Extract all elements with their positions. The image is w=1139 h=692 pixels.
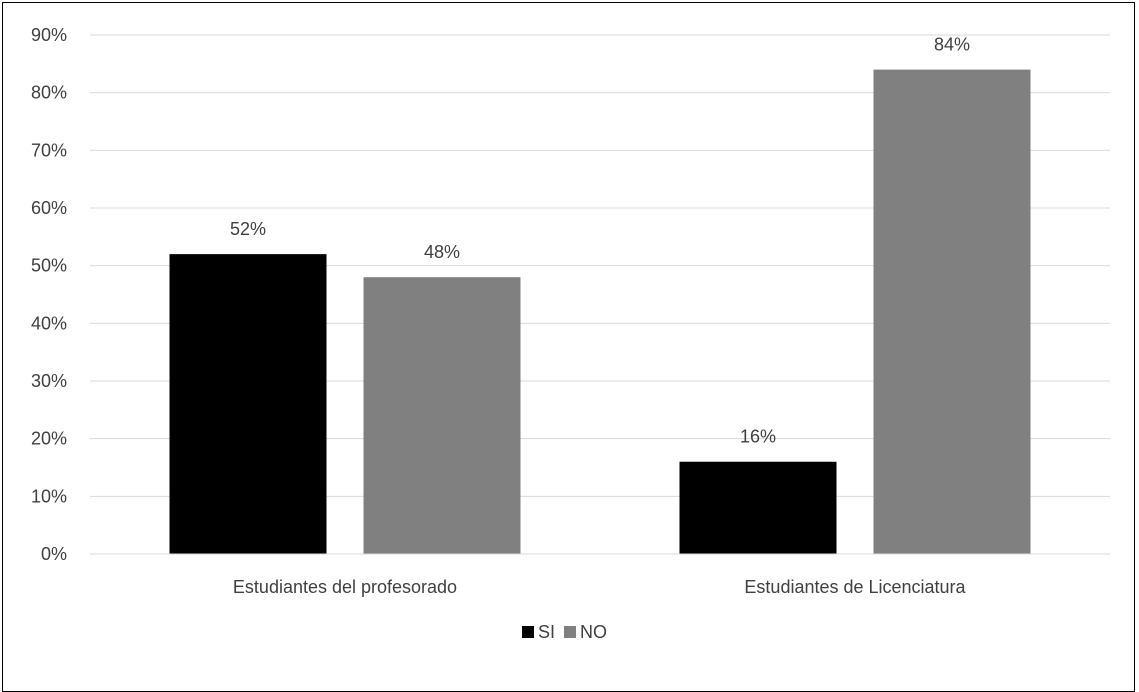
data-label: 16% — [740, 427, 776, 447]
data-label: 48% — [424, 242, 460, 262]
bar-si-0 — [169, 254, 327, 554]
x-category-label: Estudiantes de Licenciatura — [744, 577, 966, 597]
legend-label-si: SI — [538, 622, 555, 642]
legend: SI NO — [522, 622, 607, 642]
legend-swatch-si — [522, 626, 534, 638]
y-tick-label: 10% — [31, 486, 67, 506]
y-tick-label: 50% — [31, 256, 67, 276]
y-tick-label: 80% — [31, 83, 67, 103]
x-axis-categories: Estudiantes del profesorado Estudiantes d… — [233, 577, 967, 597]
bars — [169, 69, 1031, 554]
data-label: 52% — [230, 219, 266, 239]
data-label: 84% — [934, 35, 970, 55]
legend-swatch-no — [564, 626, 576, 638]
legend-label-no: NO — [580, 622, 607, 642]
bar-no-1 — [873, 69, 1031, 554]
data-labels: 52% 48% 16% 84% — [230, 35, 970, 447]
y-axis-ticks: 0% 10% 20% 30% 40% 50% 60% 70% 80% 90% — [31, 25, 67, 564]
bar-si-1 — [679, 461, 837, 554]
y-tick-label: 30% — [31, 371, 67, 391]
y-tick-label: 0% — [41, 544, 67, 564]
bar-no-0 — [363, 277, 521, 554]
bar-chart: 0% 10% 20% 30% 40% 50% 60% 70% 80% 90% 52% 48% 16% 8… — [31, 25, 1110, 642]
x-category-label: Estudiantes del profesorado — [233, 577, 457, 597]
y-tick-label: 60% — [31, 198, 67, 218]
y-tick-label: 40% — [31, 313, 67, 333]
y-tick-label: 70% — [31, 140, 67, 160]
y-tick-label: 20% — [31, 429, 67, 449]
y-tick-label: 90% — [31, 25, 67, 45]
